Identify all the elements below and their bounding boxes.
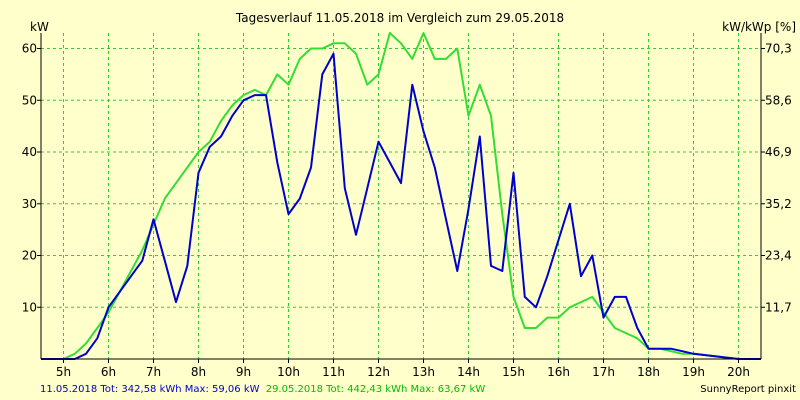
footer-summary: 11.05.2018 Tot: 342,58 kWh Max: 59,06 kW… [40, 384, 485, 395]
y-tick-label-left: 10 [22, 300, 37, 314]
x-tick-label: 20h [727, 365, 750, 379]
y-tick-label-left: 50 [22, 93, 37, 107]
y-tick-label-right: 70,3 [765, 42, 792, 56]
series-layer [41, 32, 761, 360]
y-tick-label-right: 23,4 [765, 249, 792, 263]
x-tick-label: 6h [101, 365, 116, 379]
x-tick-label: 9h [236, 365, 251, 379]
right-axis-unit: kW/kWp [%] [722, 20, 796, 34]
x-tick-label: 15h [502, 365, 525, 379]
grid-layer [41, 33, 761, 359]
x-tick-label: 16h [547, 365, 570, 379]
y-tick-label-right: 11,7 [765, 300, 792, 314]
y-tick-label-left: 60 [22, 42, 37, 56]
x-tick-label: 8h [191, 365, 206, 379]
y-tick-label-left: 30 [22, 197, 37, 211]
plot-area [41, 33, 761, 359]
x-tick-label: 10h [277, 365, 300, 379]
x-tick-label: 5h [56, 365, 71, 379]
x-tick-label: 18h [637, 365, 660, 379]
x-tick-label: 19h [682, 365, 705, 379]
footer-summary-2: 29.05.2018 Tot: 442,43 kWh Max: 63,67 kW [266, 384, 486, 395]
series-line-11.05.2018 [41, 52, 761, 360]
chart-title: Tagesverlauf 11.05.2018 im Vergleich zum… [235, 11, 564, 25]
y-tick-label-right: 58,6 [765, 93, 792, 107]
x-tick-label: 17h [592, 365, 615, 379]
x-tick-label: 13h [412, 365, 435, 379]
y-tick-label-left: 40 [22, 145, 37, 159]
x-tick-label: 11h [322, 365, 345, 379]
y-tick-left-layer: 10 20 30 40 50 60 [22, 42, 41, 314]
y-tick-label-right: 46,9 [765, 145, 792, 159]
y-tick-label-left: 20 [22, 249, 37, 263]
y-tick-label-right: 35,2 [765, 197, 792, 211]
footer-summary-1: 11.05.2018 Tot: 342,58 kWh Max: 59,06 kW [40, 384, 260, 395]
footer-credit: SunnyReport pinxit [700, 384, 796, 395]
y-tick-right-layer: 11,7 23,4 35,2 46,9 58,6 70,3 [761, 42, 792, 314]
x-tick-label: 12h [367, 365, 390, 379]
x-tick-label: 14h [457, 365, 480, 379]
series-line-29.05.2018 [41, 32, 761, 360]
x-tick-layer: 5h 6h 7h 8h 9h 10h 11h 12h 13h 14h 15h 16h 17h 18h 19h… [56, 359, 750, 379]
x-tick-label: 7h [146, 365, 161, 379]
left-axis-unit: kW [30, 20, 49, 34]
